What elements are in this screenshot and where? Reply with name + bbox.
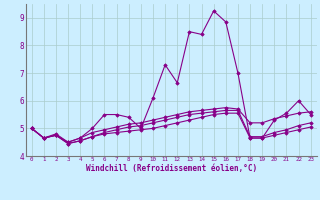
X-axis label: Windchill (Refroidissement éolien,°C): Windchill (Refroidissement éolien,°C) bbox=[86, 164, 257, 173]
